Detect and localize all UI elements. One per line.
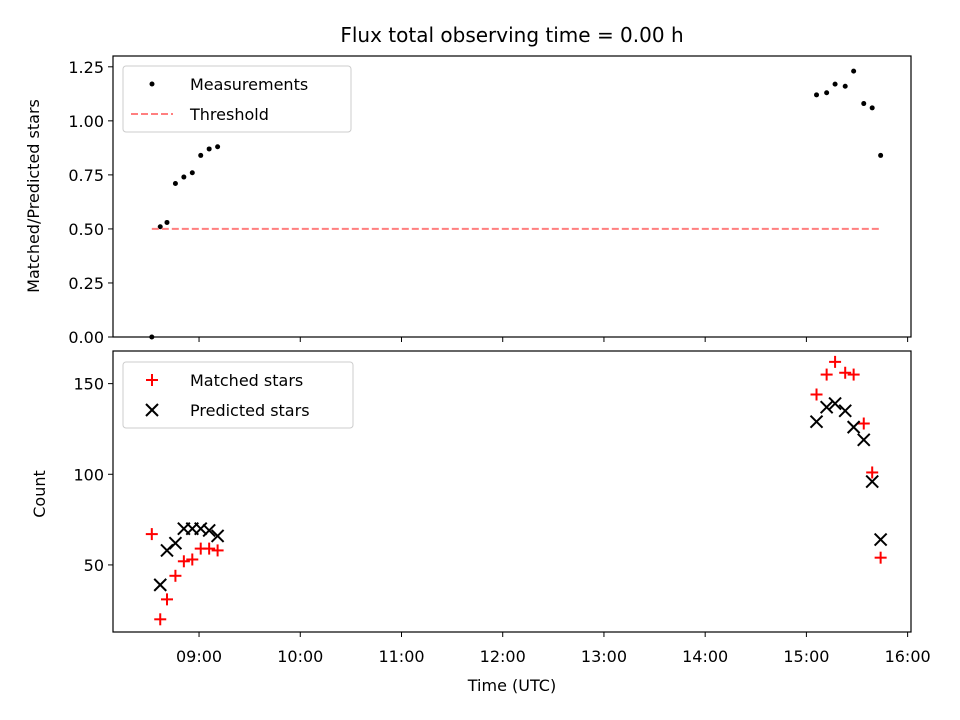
measurement-point — [157, 224, 163, 230]
measurement-point — [206, 146, 212, 152]
predicted-star-point — [873, 532, 888, 547]
measurement-point — [832, 81, 838, 87]
legend-measurements-marker — [149, 81, 155, 87]
measurement-point — [164, 219, 170, 225]
predicted-star-point — [857, 433, 871, 447]
count-y-tick-label: 50 — [84, 556, 104, 575]
predicted-star-point — [202, 523, 216, 538]
measurement-point — [869, 105, 875, 111]
count-marks — [145, 355, 888, 626]
predicted-star-point — [809, 414, 824, 429]
x-tick-label: 14:00 — [682, 647, 728, 666]
ratio-axes-frame — [112, 55, 912, 338]
matched-star-point — [829, 355, 842, 368]
count-axes-frame — [112, 350, 912, 633]
predicted-star-point — [153, 578, 167, 592]
legend-measurements-label: Measurements — [190, 75, 308, 94]
x-tick-label: 11:00 — [378, 647, 424, 666]
ratio-y-tick-label: 0.75 — [68, 166, 104, 185]
measurement-point — [851, 68, 857, 74]
legend-matched-label: Matched stars — [190, 371, 303, 390]
legend-predicted-marker — [145, 403, 159, 417]
count-y-axis-label: Count — [30, 470, 49, 518]
predicted-star-point — [168, 536, 183, 550]
ratio-y-tick-label: 1.25 — [68, 58, 104, 77]
count-legend-box — [122, 361, 354, 429]
predicted-star-point — [846, 420, 861, 434]
matched-star-point — [186, 553, 199, 566]
measurement-point — [172, 181, 178, 187]
ratio-y-axis-label: Matched/Predicted stars — [24, 99, 43, 293]
count-panel: 50 100 150 09:00 10:00 11:00 12:00 13:00 14:00 1… — [30, 350, 931, 695]
matched-star-point — [203, 542, 216, 555]
ratio-x-ticks — [198, 337, 909, 342]
matched-star-point — [857, 417, 870, 430]
predicted-star-point — [865, 474, 879, 489]
measurement-point — [842, 83, 848, 89]
ratio-y-tick-label: 1.00 — [68, 112, 104, 131]
measurement-point — [198, 152, 204, 158]
x-axis-label: Time (UTC) — [467, 676, 556, 695]
count-y-tick-label: 150 — [73, 375, 104, 394]
legend-matched-marker — [146, 374, 158, 386]
x-tick-label: 13:00 — [581, 647, 627, 666]
ratio-y-tick-label: 0.50 — [68, 220, 104, 239]
matched-star-point — [847, 368, 860, 381]
ratio-y-tick-label: 0.25 — [68, 274, 104, 293]
matched-star-point — [145, 528, 158, 541]
matched-star-point — [211, 544, 224, 557]
x-tick-label: 16:00 — [885, 647, 931, 666]
predicted-star-point — [819, 400, 834, 414]
ratio-y-ticks: 0.00 0.25 0.50 0.75 1.00 1.25 — [68, 58, 113, 347]
legend-predicted-label: Predicted stars — [190, 401, 310, 420]
predicted-star-point — [838, 404, 852, 418]
ratio-marks — [149, 68, 884, 340]
matched-star-point — [177, 555, 190, 568]
legend-threshold-label: Threshold — [189, 105, 269, 124]
measurement-point — [878, 152, 884, 158]
matched-star-point — [154, 613, 167, 626]
ratio-y-tick-label: 0.00 — [68, 328, 104, 347]
matched-star-point — [160, 593, 173, 606]
matched-star-point — [839, 366, 852, 379]
matched-star-point — [169, 569, 182, 582]
x-tick-label: 10:00 — [277, 647, 323, 666]
ratio-legend: Measurements Threshold — [122, 65, 352, 133]
matched-star-point — [874, 551, 887, 564]
x-tick-label: 15:00 — [783, 647, 829, 666]
matched-star-point — [866, 466, 879, 479]
count-y-tick-label: 100 — [73, 465, 104, 484]
count-x-ticks: 09:00 10:00 11:00 12:00 13:00 14:00 15:00 16:00 — [176, 632, 931, 666]
measurement-point — [861, 101, 867, 107]
measurement-point — [215, 144, 221, 150]
matched-star-point — [820, 368, 833, 381]
measurement-point — [189, 170, 195, 176]
x-tick-label: 09:00 — [176, 647, 222, 666]
predicted-star-point — [828, 396, 842, 411]
ratio-panel: 0.00 0.25 0.50 0.75 1.00 1.25 Matched/Predict… — [24, 55, 912, 347]
matched-star-point — [810, 388, 823, 401]
ratio-legend-box — [122, 65, 352, 133]
measurement-point — [181, 174, 187, 180]
figure-title: Flux total observing time = 0.00 h — [340, 23, 683, 47]
predicted-star-point — [210, 529, 225, 543]
count-legend: Matched stars Predicted stars — [122, 361, 354, 429]
count-y-ticks: 50 100 150 — [73, 375, 113, 575]
measurement-point — [814, 92, 820, 98]
x-tick-label: 12:00 — [480, 647, 526, 666]
measurement-point — [824, 90, 830, 96]
